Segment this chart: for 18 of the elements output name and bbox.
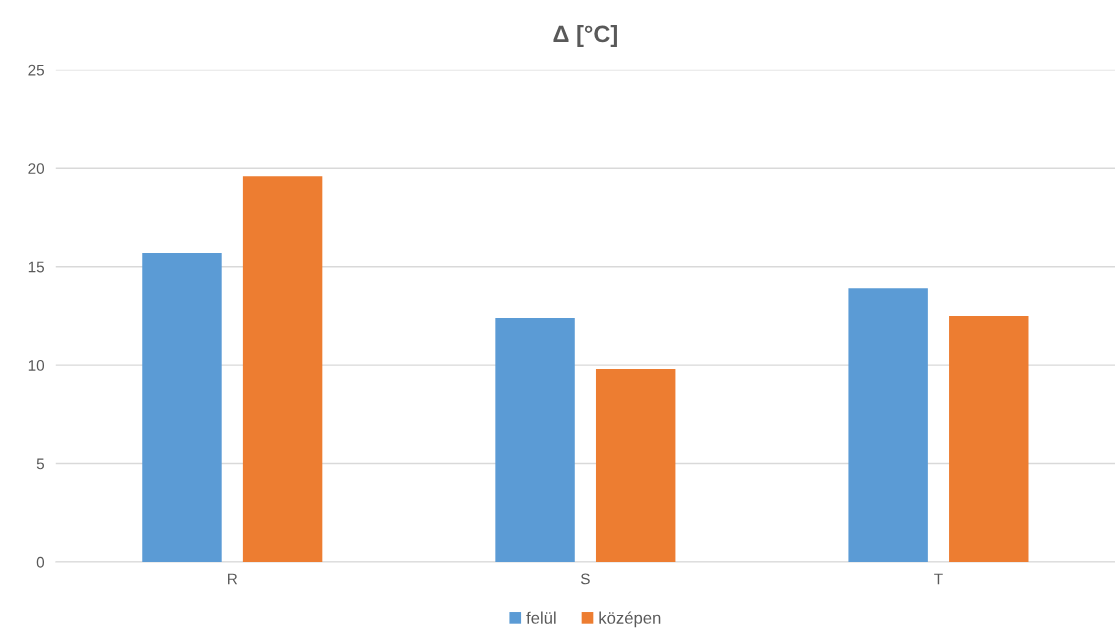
legend-label: középen [599,611,661,628]
bar [242,176,323,562]
bar [949,315,1029,562]
bar [142,252,222,562]
y-tick-label: 20 [28,163,45,174]
bar [595,369,676,562]
y-tick-label: 25 [28,64,44,76]
bar [848,288,928,562]
x-tick-label: S [580,573,590,585]
bar [495,317,575,562]
chart-title: Δ [°C] [553,24,617,47]
y-tick-label: 10 [28,359,45,371]
x-tick-label: T [934,573,943,585]
y-tick-label: 15 [28,261,44,273]
legend-label: felül [526,611,556,624]
y-tick-label: 0 [36,556,45,568]
x-tick-label: R [228,573,238,585]
y-tick-label: 5 [36,458,44,470]
